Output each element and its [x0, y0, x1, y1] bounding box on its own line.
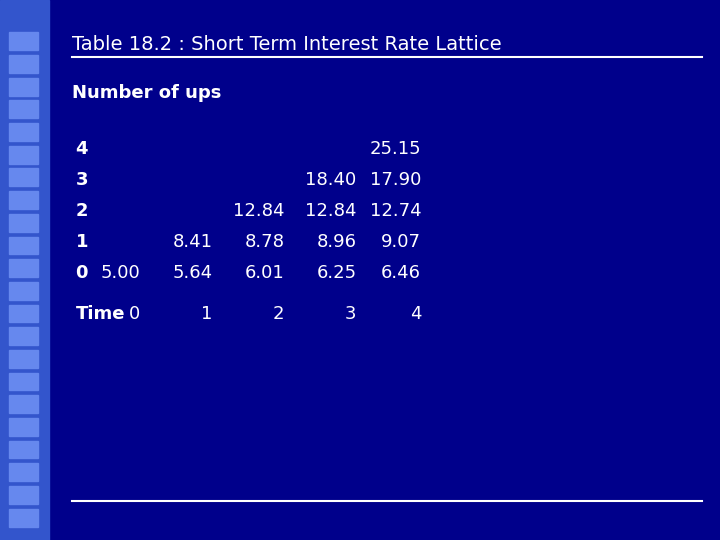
Text: 8.78: 8.78 — [244, 233, 284, 251]
Text: 1: 1 — [76, 233, 88, 251]
Text: 8.96: 8.96 — [316, 233, 356, 251]
Text: 3: 3 — [76, 171, 88, 189]
Text: 1: 1 — [201, 305, 212, 323]
Text: 9.07: 9.07 — [381, 233, 421, 251]
Text: 17.90: 17.90 — [370, 171, 421, 189]
Text: 8.41: 8.41 — [172, 233, 212, 251]
Text: 5.00: 5.00 — [101, 264, 140, 281]
Text: 25.15: 25.15 — [369, 140, 421, 158]
Text: 0: 0 — [76, 264, 88, 281]
Text: 3: 3 — [345, 305, 356, 323]
Text: Number of ups: Number of ups — [72, 84, 221, 102]
Text: 12.74: 12.74 — [369, 202, 421, 220]
Text: 12.84: 12.84 — [233, 202, 284, 220]
Text: 18.40: 18.40 — [305, 171, 356, 189]
Text: 12.84: 12.84 — [305, 202, 356, 220]
Text: 4: 4 — [410, 305, 421, 323]
Text: 2: 2 — [76, 202, 88, 220]
Text: 0: 0 — [129, 305, 140, 323]
Text: 4: 4 — [76, 140, 88, 158]
Text: Table 18.2 : Short Term Interest Rate Lattice: Table 18.2 : Short Term Interest Rate La… — [72, 35, 502, 54]
Text: Time: Time — [76, 305, 125, 323]
Text: 6.25: 6.25 — [316, 264, 356, 281]
Text: 6.46: 6.46 — [381, 264, 421, 281]
Text: 2: 2 — [273, 305, 284, 323]
Text: 6.01: 6.01 — [245, 264, 284, 281]
Text: 5.64: 5.64 — [172, 264, 212, 281]
